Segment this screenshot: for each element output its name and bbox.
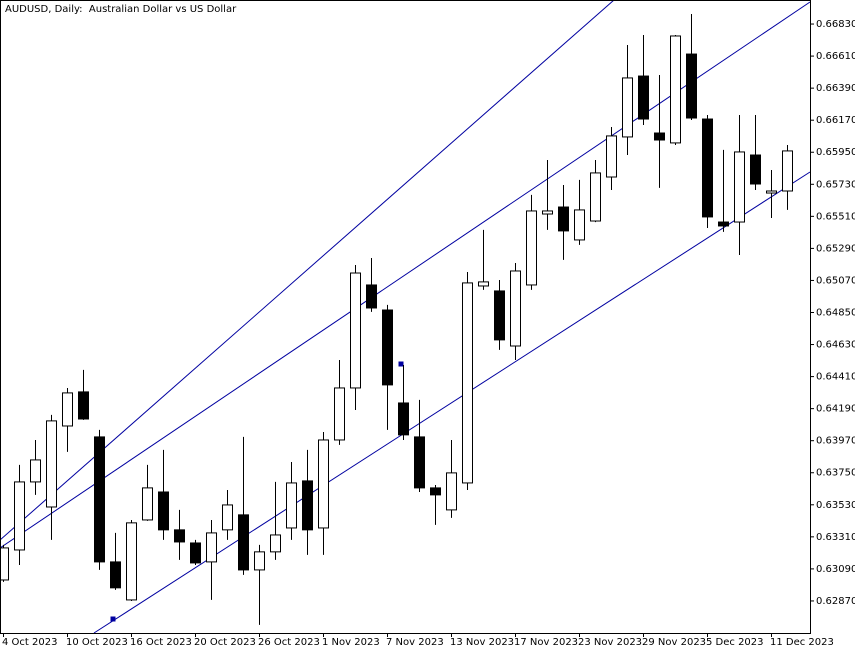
y-tick-label: 0.64630 bbox=[816, 340, 855, 351]
y-tick-label: 0.64190 bbox=[816, 404, 855, 415]
x-tick-label: 16 Oct 2023 bbox=[130, 637, 192, 648]
y-tick-label: 0.65730 bbox=[816, 179, 855, 190]
candle-body bbox=[94, 436, 105, 563]
candle-body bbox=[206, 532, 217, 563]
y-tick-label: 0.65070 bbox=[816, 275, 855, 286]
y-tick-label: 0.64410 bbox=[816, 372, 855, 383]
candle-body bbox=[622, 77, 633, 138]
candle-body bbox=[30, 459, 41, 483]
candle-body bbox=[782, 150, 793, 192]
candle-body bbox=[222, 504, 233, 531]
y-tick-label: 0.63310 bbox=[816, 532, 855, 543]
x-tick-label: 11 Dec 2023 bbox=[770, 637, 834, 648]
candle-body bbox=[254, 551, 265, 571]
candle-body bbox=[558, 206, 569, 232]
y-tick-label: 0.66170 bbox=[816, 115, 855, 126]
candle-body bbox=[126, 522, 137, 601]
y-tick-label: 0.63530 bbox=[816, 500, 855, 511]
channel-anchor bbox=[110, 616, 116, 622]
candle-body bbox=[702, 118, 713, 218]
y-tick-label: 0.66830 bbox=[816, 19, 855, 30]
candle-body bbox=[446, 472, 457, 511]
y-tick-label: 0.63970 bbox=[816, 436, 855, 447]
candle-body bbox=[158, 491, 169, 531]
candle-body bbox=[302, 480, 313, 531]
candle-body bbox=[590, 172, 601, 222]
candle-body bbox=[62, 392, 73, 427]
x-tick-label: 26 Oct 2023 bbox=[258, 637, 320, 648]
candle-body bbox=[398, 402, 409, 436]
candle-body bbox=[46, 420, 57, 508]
candle-body bbox=[334, 387, 345, 441]
y-tick-label: 0.66390 bbox=[816, 83, 855, 94]
candle-body bbox=[494, 290, 505, 341]
candle-body bbox=[670, 35, 681, 144]
candle-body bbox=[110, 561, 121, 589]
y-tick-label: 0.65510 bbox=[816, 211, 855, 222]
candle-body bbox=[542, 210, 553, 215]
candle-body bbox=[574, 209, 585, 241]
x-tick-label: 17 Nov 2023 bbox=[514, 637, 578, 648]
candle-body bbox=[606, 135, 617, 178]
y-tick-label: 0.63090 bbox=[816, 564, 855, 575]
candle-body bbox=[510, 270, 521, 347]
candle-body bbox=[78, 391, 89, 420]
candle-body bbox=[14, 481, 25, 551]
candle-body bbox=[142, 487, 153, 521]
channel-anchor bbox=[398, 361, 404, 367]
candle-body bbox=[366, 284, 377, 309]
candle-body bbox=[430, 487, 441, 496]
candle-body bbox=[638, 75, 649, 120]
x-tick-label: 10 Oct 2023 bbox=[66, 637, 128, 648]
candle-body bbox=[414, 436, 425, 489]
candle-body bbox=[718, 221, 729, 227]
y-tick-label: 0.62870 bbox=[816, 596, 855, 607]
candle-body bbox=[350, 272, 361, 389]
candle-body bbox=[654, 132, 665, 141]
y-tick-label: 0.64850 bbox=[816, 307, 855, 318]
x-tick-label: 23 Nov 2023 bbox=[578, 637, 642, 648]
y-tick-label: 0.65950 bbox=[816, 147, 855, 158]
candle-body bbox=[462, 282, 473, 484]
chart-title: AUDUSD, Daily: Australian Dollar vs US D… bbox=[5, 4, 237, 15]
x-tick-label: 5 Dec 2023 bbox=[706, 637, 764, 648]
candle-body bbox=[686, 53, 697, 119]
x-tick-label: 1 Nov 2023 bbox=[322, 637, 380, 648]
candle-body bbox=[734, 151, 745, 223]
y-tick-label: 0.63750 bbox=[816, 468, 855, 479]
candle-body bbox=[318, 439, 329, 529]
candle-body bbox=[286, 482, 297, 529]
x-tick-label: 13 Nov 2023 bbox=[450, 637, 514, 648]
x-tick-label: 4 Oct 2023 bbox=[2, 637, 57, 648]
candle-body bbox=[238, 514, 249, 571]
candles bbox=[0, 13, 793, 625]
candle-body bbox=[270, 534, 281, 553]
candle-body bbox=[174, 529, 185, 543]
candle-body bbox=[766, 190, 777, 194]
candle-body bbox=[750, 154, 761, 185]
y-tick-label: 0.66610 bbox=[816, 51, 855, 62]
x-tick-label: 7 Nov 2023 bbox=[386, 637, 444, 648]
y-tick-label: 0.65290 bbox=[816, 243, 855, 254]
candle-body bbox=[0, 547, 9, 581]
x-tick-label: 20 Oct 2023 bbox=[194, 637, 256, 648]
candle-body bbox=[526, 210, 537, 286]
candle-body bbox=[382, 309, 393, 386]
candle-body bbox=[190, 542, 201, 564]
x-tick-label: 29 Nov 2023 bbox=[642, 637, 706, 648]
candle-body bbox=[478, 281, 489, 287]
